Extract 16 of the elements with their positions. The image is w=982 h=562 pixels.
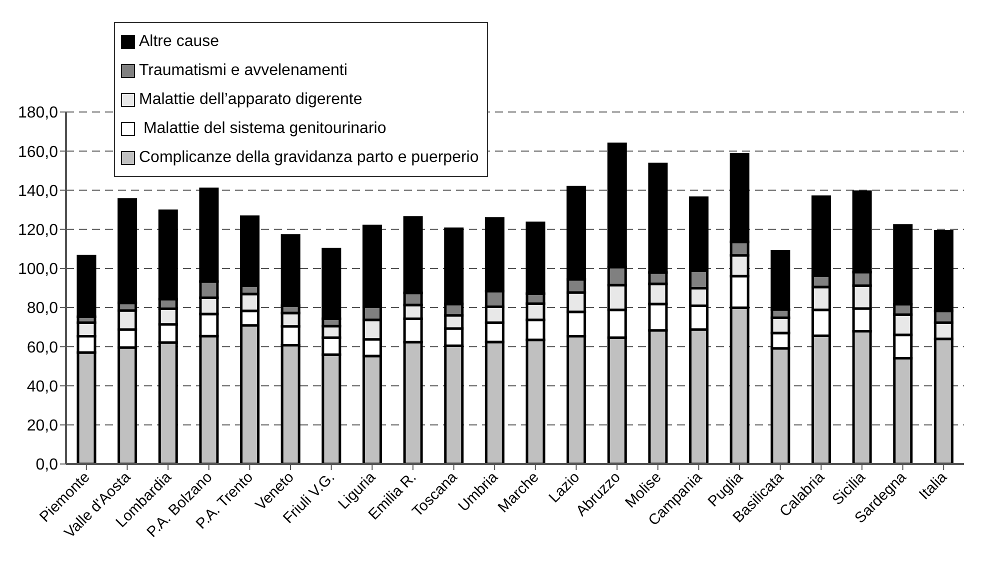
y-tick-label: 0,0	[36, 456, 58, 474]
legend-label: Traumatismi e avvelenamenti	[139, 61, 348, 81]
y-tick-label: 160,0	[18, 144, 58, 161]
y-tick-label: 20,0	[26, 418, 58, 435]
legend-label: Malattie del sistema genitourinario	[142, 119, 386, 139]
y-tick-label: 40,0	[26, 378, 58, 396]
y-tick-label: 80,0	[26, 300, 58, 318]
y-tick-label: 180,0	[18, 104, 58, 122]
x-tick-label: Italia	[916, 468, 951, 504]
y-tick-label: 120,0	[18, 222, 58, 240]
legend-label: Altre cause	[139, 32, 220, 52]
y-tick-label: 100,0	[18, 261, 58, 278]
y-tick-label: 140,0	[18, 182, 58, 200]
legend-label: Malattie dell’apparato digerente	[139, 90, 362, 110]
y-tick-label: 60,0	[26, 339, 58, 356]
legend-label: Complicanze della gravidanza parto e puerperio	[139, 148, 479, 168]
